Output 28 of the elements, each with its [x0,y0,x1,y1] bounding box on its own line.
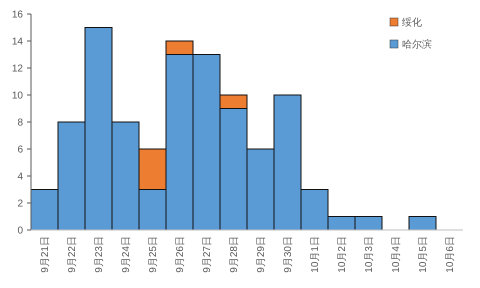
legend-label: 绥化 [402,16,422,28]
x-tick-label: 10月6日 [445,236,456,273]
x-tick-label: 9月30日 [283,236,294,273]
y-tick-label: 6 [17,144,24,156]
x-tick-label: 10月2日 [337,236,348,273]
x-tick-label: 9月23日 [94,236,105,273]
x-tick-label: 9月22日 [67,236,78,273]
y-tick-label: 14 [12,36,24,48]
y-tick-label: 12 [12,64,24,74]
x-tick-label: 10月4日 [391,236,402,273]
bar [408,216,436,230]
y-tick-label: 2 [17,198,24,210]
y-tick-label: 10 [12,90,24,102]
x-tick-label: 9月26日 [175,236,186,273]
y-tick-label: 8 [17,118,24,128]
legend-label: 哈尔滨 [402,38,432,50]
x-tick-label: 9月21日 [40,236,51,273]
y-tick-label: 4 [17,172,24,182]
x-tick-label: 9月29日 [256,236,267,273]
x-tick-label: 9月27日 [202,236,213,273]
x-tick-label: 9月24日 [121,236,132,273]
y-tick-label: 0 [17,226,24,236]
y-tick-label: 16 [12,10,24,20]
x-tick-label: 9月25日 [148,236,159,273]
x-tick-label: 9月28日 [229,236,240,273]
x-tick-label: 10月3日 [364,236,375,273]
x-tick-label: 10月5日 [418,236,429,273]
x-tick-label: 10月1日 [310,236,321,273]
